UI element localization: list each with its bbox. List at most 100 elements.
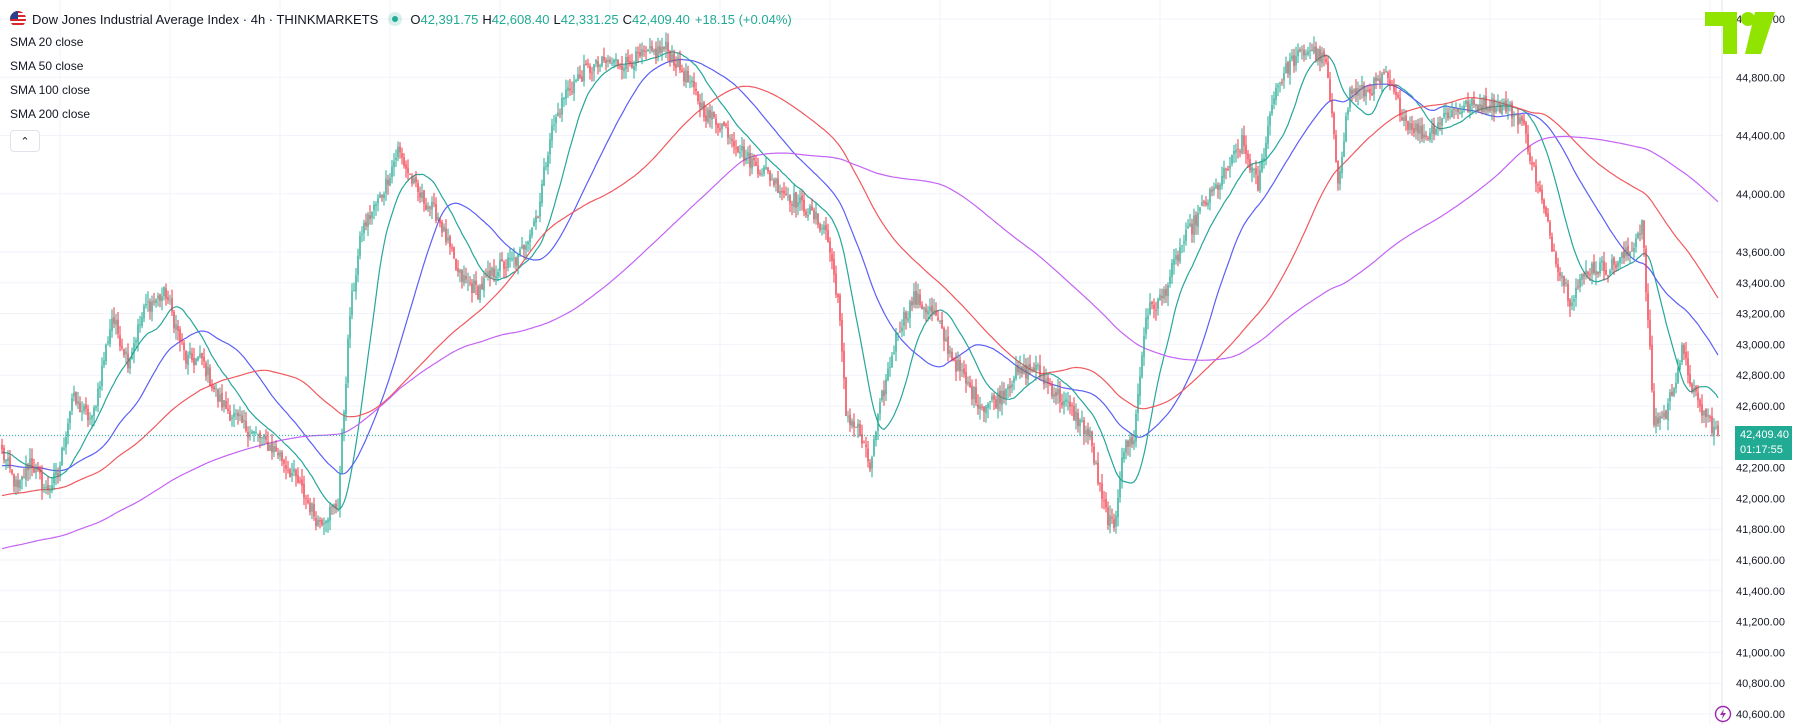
candle-body	[13, 474, 15, 487]
candle-body	[77, 400, 79, 404]
candle	[1689, 364, 1691, 387]
candle	[1563, 275, 1565, 294]
symbol-title[interactable]: Dow Jones Industrial Average Index · 4h …	[32, 11, 379, 27]
candle	[521, 237, 523, 250]
candle	[9, 450, 11, 473]
candle-body	[957, 359, 959, 371]
candle-body	[875, 431, 877, 441]
candle	[783, 182, 785, 199]
candle	[1295, 46, 1297, 72]
candle-body	[795, 192, 797, 208]
candle	[1341, 151, 1343, 179]
candle	[459, 268, 461, 283]
candle-body	[1225, 169, 1227, 171]
indicator-sma200[interactable]: SMA 200 close	[10, 107, 91, 121]
candle-body	[1403, 116, 1405, 122]
tradingview-logo[interactable]	[1703, 10, 1791, 56]
candle	[925, 303, 927, 322]
candle	[651, 40, 653, 53]
candle	[1237, 139, 1239, 159]
candle	[963, 360, 965, 378]
candle-body	[941, 320, 943, 329]
indicator-sma50[interactable]: SMA 50 close	[10, 59, 84, 73]
candle-body	[1651, 344, 1653, 390]
candle	[1061, 393, 1063, 409]
candle-body	[105, 344, 107, 362]
candle-body	[1635, 238, 1637, 247]
candle-body	[729, 137, 731, 139]
candle	[983, 406, 985, 422]
candle	[657, 37, 659, 62]
candle-body	[685, 70, 687, 83]
candle-body	[147, 301, 149, 303]
candle-body	[1081, 420, 1083, 422]
candle-body	[1639, 233, 1641, 235]
candle-body	[725, 124, 727, 126]
candle-body	[1481, 104, 1483, 112]
candle	[987, 402, 989, 419]
candle-body	[999, 390, 1001, 404]
candle-body	[1167, 285, 1169, 297]
candle	[561, 92, 563, 122]
candle	[149, 298, 151, 320]
candle	[399, 142, 401, 159]
candle	[1517, 107, 1519, 134]
candle	[1035, 355, 1037, 381]
price-tick-label: 43,400.00	[1736, 278, 1785, 290]
candle-body	[635, 51, 637, 66]
candle-body	[645, 51, 647, 53]
candle	[135, 337, 137, 350]
candle-body	[1329, 79, 1331, 101]
candle	[1669, 389, 1671, 411]
candle-body	[695, 88, 697, 92]
candle	[1371, 85, 1373, 96]
symbol-header[interactable]: Dow Jones Industrial Average Index · 4h …	[10, 8, 792, 30]
candle-body	[225, 401, 227, 410]
candle	[947, 326, 949, 362]
candle-body	[1017, 364, 1019, 373]
candle-body	[1585, 270, 1587, 276]
candle-body	[599, 65, 601, 67]
candle	[1317, 48, 1319, 66]
candle	[431, 196, 433, 220]
candle	[1217, 182, 1219, 199]
candle-body	[781, 191, 783, 193]
candle-body	[215, 388, 217, 390]
candle	[703, 100, 705, 122]
candle-body	[1383, 72, 1385, 74]
candle	[1005, 388, 1007, 406]
candle	[705, 106, 707, 128]
candle-body	[667, 42, 669, 52]
candle	[1553, 243, 1555, 252]
candle	[833, 251, 835, 283]
candle	[443, 223, 445, 233]
candle	[51, 477, 53, 494]
candle	[779, 184, 781, 199]
indicator-sma20[interactable]: SMA 20 close	[10, 35, 84, 49]
candle	[913, 283, 915, 309]
candle	[1121, 447, 1123, 489]
candle-body	[1241, 135, 1243, 154]
candle-body	[23, 477, 25, 479]
candle-body	[1319, 49, 1321, 62]
candle-body	[983, 406, 985, 412]
candle-body	[1283, 73, 1285, 81]
candle-body	[1309, 50, 1311, 52]
candle	[1093, 442, 1095, 466]
candle-body	[697, 91, 699, 102]
candle	[427, 202, 429, 212]
candle-body	[1037, 365, 1039, 367]
replay-icon[interactable]	[1714, 705, 1732, 723]
candle	[1171, 259, 1173, 284]
indicator-sma100[interactable]: SMA 100 close	[10, 83, 91, 97]
candle-body	[1195, 214, 1197, 226]
candle	[1097, 452, 1099, 486]
candle-body	[433, 202, 435, 204]
candle-body	[737, 146, 739, 153]
candle	[213, 384, 215, 393]
price-axis[interactable]: 40,600.0040,800.0041,000.0041,200.0041,4…	[1721, 0, 1800, 725]
collapse-legend-button[interactable]: ⌃	[10, 130, 40, 152]
candle-body	[297, 475, 299, 483]
